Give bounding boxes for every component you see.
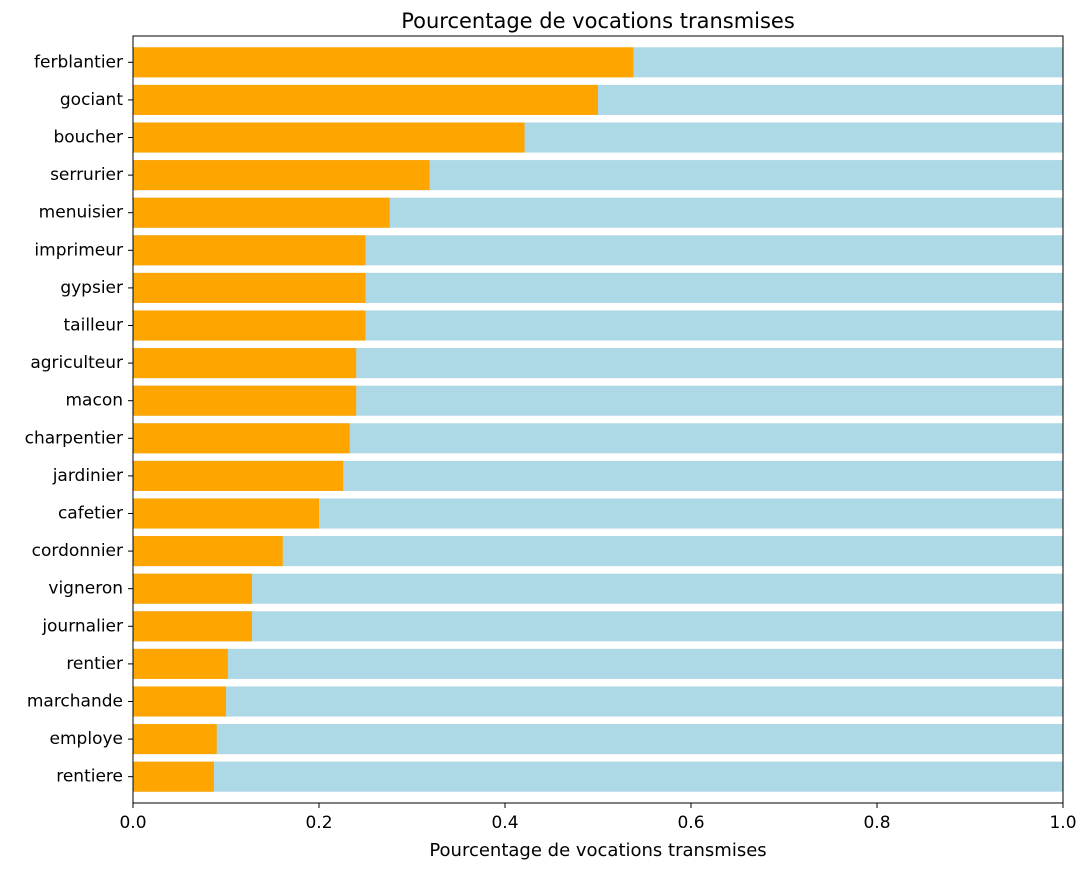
y-tick-label: menuisier — [39, 203, 123, 223]
y-tick-label: journalier — [41, 616, 123, 636]
bar-gypsier — [133, 272, 366, 303]
bar-remainder-rentiere — [133, 761, 1063, 792]
x-tick-label: 0.4 — [491, 813, 518, 833]
y-tick-label: cordonnier — [32, 541, 123, 561]
y-tick-label: vigneron — [48, 579, 123, 599]
x-tick-label: 0.2 — [305, 813, 332, 833]
bar-boucher — [133, 122, 525, 153]
y-tick-label: rentier — [66, 654, 123, 674]
bar-imprimeur — [133, 235, 366, 266]
bar-serrurier — [133, 160, 430, 191]
x-axis-label: Pourcentage de vocations transmises — [429, 840, 766, 861]
bar-gociant — [133, 84, 598, 115]
bar-employe — [133, 724, 217, 755]
bars-group — [133, 47, 1063, 792]
bar-rentiere — [133, 761, 214, 792]
bar-remainder-rentier — [133, 648, 1063, 679]
y-tick-label: marchande — [27, 691, 123, 711]
y-tick-label: agriculteur — [30, 353, 123, 373]
bar-journalier — [133, 611, 253, 642]
y-tick-label: imprimeur — [34, 240, 123, 260]
y-tick-label: charpentier — [25, 428, 123, 448]
y-tick-label: macon — [66, 391, 124, 411]
y-tick-label: rentiere — [56, 767, 123, 787]
bar-macon — [133, 385, 357, 416]
y-tick-label: jardinier — [52, 466, 123, 486]
y-tick-label: employe — [50, 729, 123, 749]
bar-ferblantier — [133, 47, 634, 78]
bar-remainder-marchande — [133, 686, 1063, 717]
x-tick-label: 1.0 — [1049, 813, 1076, 833]
y-tick-label: ferblantier — [34, 52, 123, 72]
y-tick-label: tailleur — [64, 316, 123, 336]
y-tick-label: gypsier — [60, 278, 123, 298]
chart-title: Pourcentage de vocations transmises — [401, 9, 795, 33]
bar-remainder-employe — [133, 724, 1063, 755]
y-tick-label: cafetier — [58, 503, 123, 523]
bar-charpentier — [133, 423, 350, 454]
x-tick-label: 0.8 — [863, 813, 890, 833]
y-tick-labels: ferblantier gociant boucher serrurier menuis… — [25, 52, 133, 787]
bar-remainder-journalier — [133, 611, 1063, 642]
y-tick-label: gociant — [60, 90, 123, 110]
bar-rentier — [133, 648, 228, 679]
y-tick-label: serrurier — [50, 165, 123, 185]
x-tick-label: 0.6 — [677, 813, 704, 833]
bar-tailleur — [133, 310, 366, 341]
bar-cafetier — [133, 498, 319, 529]
plot-frame — [132, 35, 1064, 804]
x-tick-label: 0.0 — [119, 813, 146, 833]
bar-agriculteur — [133, 348, 357, 379]
bar-vigneron — [133, 573, 253, 604]
bar-marchande — [133, 686, 226, 717]
bar-jardinier — [133, 460, 344, 491]
bar-remainder-vigneron — [133, 573, 1063, 604]
bar-menuisier — [133, 197, 390, 228]
y-tick-label: boucher — [53, 128, 123, 148]
bar-cordonnier — [133, 536, 283, 567]
bar-remainder-cordonnier — [133, 536, 1063, 567]
x-ticks: 0.0 0.2 0.4 0.6 0.8 1.0 — [119, 803, 1077, 833]
